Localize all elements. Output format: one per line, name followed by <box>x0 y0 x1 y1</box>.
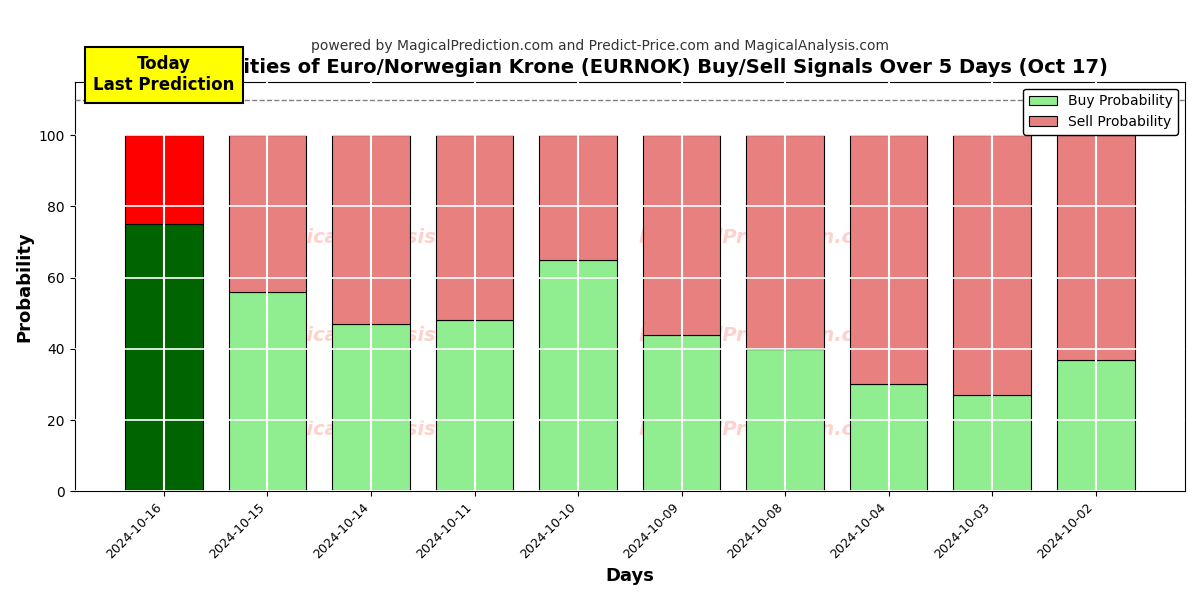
X-axis label: Days: Days <box>605 567 654 585</box>
Bar <box>1057 359 1134 491</box>
Bar <box>643 135 720 335</box>
Bar <box>229 292 306 491</box>
Bar <box>125 224 203 491</box>
Bar <box>746 135 824 349</box>
Bar <box>229 135 306 292</box>
Text: MagicalPrediction.com: MagicalPrediction.com <box>638 228 888 247</box>
Text: Today
Last Prediction: Today Last Prediction <box>94 55 235 94</box>
Bar <box>1057 135 1134 359</box>
Bar <box>643 335 720 491</box>
Bar <box>746 349 824 491</box>
Bar <box>539 135 617 260</box>
Bar <box>850 135 928 385</box>
Bar <box>953 135 1031 395</box>
Bar <box>953 395 1031 491</box>
Bar <box>539 260 617 491</box>
Text: MagicalPrediction.com: MagicalPrediction.com <box>638 421 888 439</box>
Text: MagicalAnalysis.com: MagicalAnalysis.com <box>260 326 488 345</box>
Bar <box>332 324 410 491</box>
Text: MagicalAnalysis.com: MagicalAnalysis.com <box>260 228 488 247</box>
Legend: Buy Probability, Sell Probability: Buy Probability, Sell Probability <box>1024 89 1178 135</box>
Bar <box>332 135 410 324</box>
Text: MagicalAnalysis.com: MagicalAnalysis.com <box>260 421 488 439</box>
Bar <box>125 135 203 224</box>
Text: powered by MagicalPrediction.com and Predict-Price.com and MagicalAnalysis.com: powered by MagicalPrediction.com and Pre… <box>311 39 889 53</box>
Title: Probabilities of Euro/Norwegian Krone (EURNOK) Buy/Sell Signals Over 5 Days (Oct: Probabilities of Euro/Norwegian Krone (E… <box>152 58 1108 77</box>
Text: MagicalPrediction.com: MagicalPrediction.com <box>638 326 888 345</box>
Y-axis label: Probability: Probability <box>16 231 34 342</box>
Bar <box>850 385 928 491</box>
Bar <box>436 320 514 491</box>
Bar <box>436 135 514 320</box>
